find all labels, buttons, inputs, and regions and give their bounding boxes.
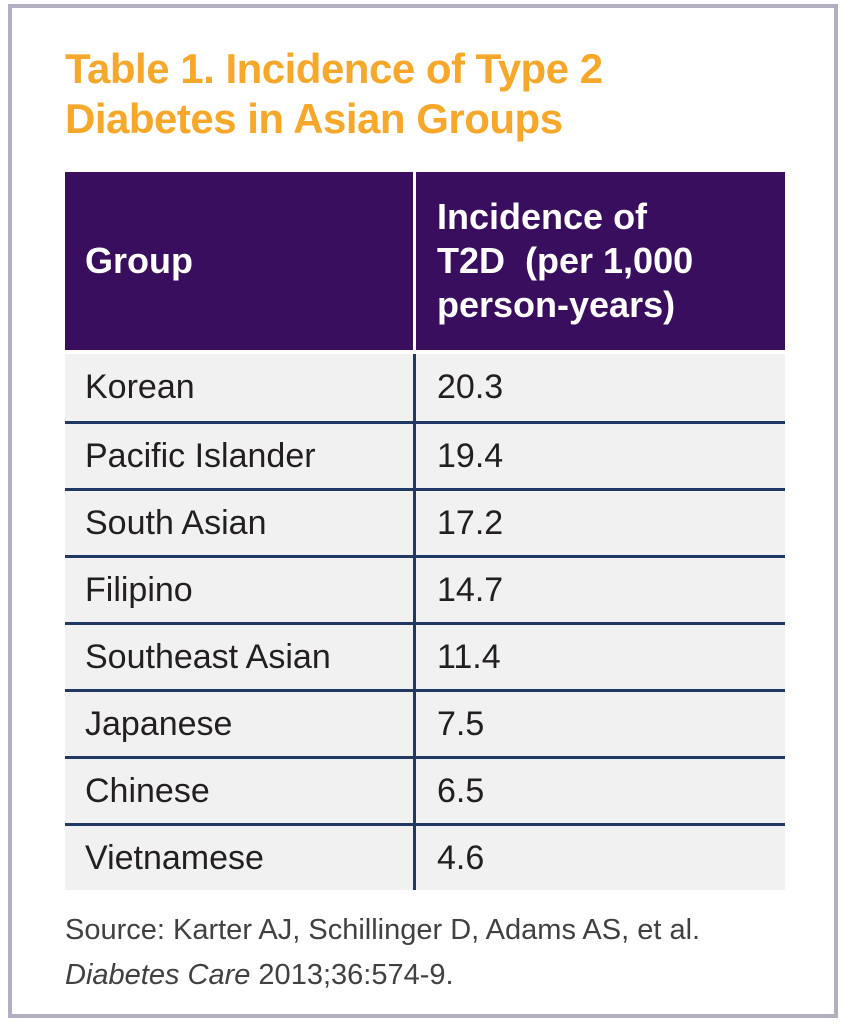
incidence-table: Group Incidence of T2D (per 1,000 person… bbox=[65, 172, 785, 890]
cell-group: Chinese bbox=[65, 759, 416, 823]
cell-group: Pacific Islander bbox=[65, 424, 416, 488]
cell-group: Japanese bbox=[65, 692, 416, 756]
cell-incidence: 19.4 bbox=[437, 436, 504, 475]
cell-group: South Asian bbox=[65, 491, 416, 555]
cell-incidence: 20.3 bbox=[437, 368, 504, 406]
source-citation: Source: Karter AJ, Schillinger D, Adams … bbox=[65, 908, 794, 998]
table-header-row: Group Incidence of T2D (per 1,000 person… bbox=[65, 172, 785, 350]
cell-group: Vietnamese bbox=[65, 826, 416, 890]
source-citation-rest: 2013;36:574-9. bbox=[250, 959, 454, 991]
cell-incidence: 14.7 bbox=[437, 570, 504, 609]
table-title: Table 1. Incidence of Type 2 Diabetes in… bbox=[65, 45, 603, 142]
cell-incidence: 4.6 bbox=[437, 838, 485, 877]
table-row: Vietnamese 4.6 bbox=[65, 823, 785, 890]
table-row: Pacific Islander 19.4 bbox=[65, 421, 785, 488]
table-row: Southeast Asian 11.4 bbox=[65, 622, 785, 689]
table-row: Korean 20.3 bbox=[65, 354, 785, 421]
cell-group: Filipino bbox=[65, 558, 416, 622]
table-card: Table 1. Incidence of Type 2 Diabetes in… bbox=[8, 4, 838, 1018]
table-row: South Asian 17.2 bbox=[65, 488, 785, 555]
cell-incidence: 17.2 bbox=[437, 503, 504, 542]
table-row: Filipino 14.7 bbox=[65, 555, 785, 622]
column-header-group: Group bbox=[65, 172, 416, 350]
source-line1: Source: Karter AJ, Schillinger D, Adams … bbox=[65, 914, 701, 946]
table-row: Chinese 6.5 bbox=[65, 756, 785, 823]
column-header-incidence: Incidence of T2D (per 1,000 person-years… bbox=[437, 196, 694, 325]
cell-incidence: 7.5 bbox=[437, 704, 485, 743]
table-row: Japanese 7.5 bbox=[65, 689, 785, 756]
table-body: Korean 20.3 Pacific Islander 19.4 South … bbox=[65, 354, 785, 890]
cell-incidence: 6.5 bbox=[437, 771, 485, 810]
cell-group: Southeast Asian bbox=[65, 625, 416, 689]
cell-group: Korean bbox=[65, 354, 416, 421]
source-journal-name: Diabetes Care bbox=[65, 959, 251, 991]
cell-incidence: 11.4 bbox=[437, 637, 501, 676]
